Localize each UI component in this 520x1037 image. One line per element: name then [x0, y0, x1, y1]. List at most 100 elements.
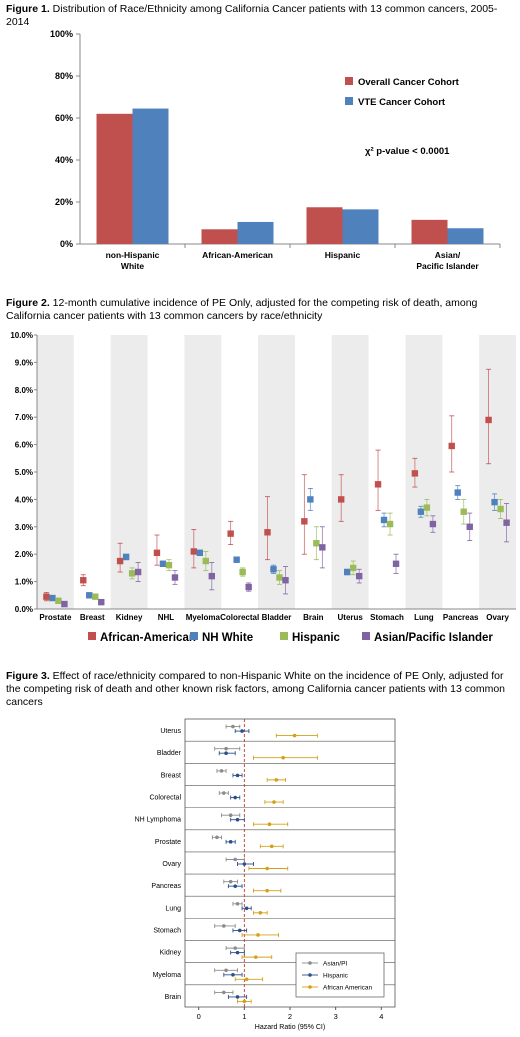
- bar-overall-cancer-cohort-asian-pacific-islander: [411, 219, 448, 244]
- point-african-american-brain: [301, 518, 308, 525]
- legend-swatch-hispanic: [280, 632, 288, 640]
- point-hispanic-prostate: [228, 840, 233, 844]
- y-tick-label: 1.0%: [15, 578, 33, 587]
- row-label-pancreas: Pancreas: [151, 883, 181, 890]
- x-tick-label: Prostate: [39, 613, 72, 622]
- y-tick-label: 100%: [50, 29, 73, 39]
- legend-marker-african-american: [308, 985, 312, 989]
- legend-label-hispanic: Hispanic: [323, 973, 349, 980]
- point-asian-pacific-islander-nhl: [171, 574, 179, 581]
- point-asian-pacific-islander-bladder: [282, 577, 289, 584]
- point-asian-pi-lung: [235, 902, 240, 906]
- point-asian-pacific-islander-ovary: [503, 519, 510, 526]
- x-tick-label: Breast: [80, 613, 105, 622]
- bar-vte-cancer-cohort-hispanic: [342, 209, 379, 244]
- band-kidney: [110, 335, 148, 609]
- y-tick-label: 8.0%: [15, 386, 33, 395]
- point-hispanic-uterus: [240, 729, 244, 733]
- point-african-american-pancreas: [265, 888, 269, 893]
- point-hispanic-stomach: [386, 520, 394, 528]
- x-tick-label: Pancreas: [443, 613, 479, 622]
- point-hispanic-brain: [235, 995, 240, 999]
- x-tick-label: 3: [334, 1012, 338, 1021]
- point-asian-pacific-islander-breast: [98, 598, 105, 606]
- point-hispanic-lung: [423, 504, 431, 511]
- figure3-forest-plot: Uterus Bladder Breast Colorectal NH Lymphoma…: [135, 718, 396, 1031]
- legend-swatch-vte-cancer-cohort: [345, 97, 353, 105]
- row-label-kidney: Kidney: [160, 950, 182, 957]
- band-ovary: [479, 335, 516, 609]
- point-nh-white-bladder: [270, 566, 277, 573]
- point-asian-pi-brain: [222, 990, 226, 995]
- y-tick-label: 10.0%: [10, 331, 33, 340]
- point-asian-pacific-islander-brain: [319, 544, 326, 551]
- point-african-american-myeloma: [244, 977, 249, 982]
- bar-vte-cancer-cohort-non-hispanic-white: [132, 108, 169, 244]
- point-nh-white-uterus: [343, 568, 351, 576]
- x-tick-label: Kidney: [116, 613, 143, 622]
- bar-overall-cancer-cohort-non-hispanic-white: [96, 113, 133, 244]
- row-label-stomach: Stomach: [153, 927, 181, 934]
- x-tick-label: Brain: [303, 613, 324, 622]
- point-hispanic-lung: [244, 906, 249, 911]
- point-african-american-prostate: [269, 844, 274, 849]
- band-prostate: [37, 335, 74, 609]
- legend-label-african-american: African American: [323, 985, 373, 992]
- bar-vte-cancer-cohort-asian-pacific-islander: [447, 228, 484, 244]
- figure3-label: Figure 3.: [6, 670, 50, 682]
- x-tick-label: Lung: [414, 613, 434, 622]
- y-tick-label: 6.0%: [15, 441, 33, 450]
- point-asian-pacific-islander-myeloma: [208, 572, 216, 580]
- point-nh-white-kidney: [122, 553, 130, 561]
- row-label-ovary: Ovary: [162, 861, 181, 868]
- point-hispanic-nh-lymphoma: [235, 817, 240, 822]
- point-nh-white-stomach: [380, 516, 388, 524]
- point-african-american-ovary: [485, 416, 492, 424]
- x-tick-label: Colorectal: [220, 613, 259, 622]
- y-tick-label: 3.0%: [15, 523, 33, 532]
- point-african-american-nh-lymphoma: [267, 822, 272, 826]
- point-hispanic-ovary: [497, 505, 504, 513]
- legend-label-nh-white: NH White: [202, 632, 253, 644]
- y-tick-label: 80%: [55, 71, 73, 81]
- point-hispanic-kidney: [128, 570, 136, 577]
- row-label-colorectal: Colorectal: [149, 795, 181, 802]
- x-tick-label: Ovary: [486, 613, 509, 622]
- point-hispanic-myeloma: [231, 972, 235, 977]
- point-asian-pi-bladder: [224, 746, 228, 751]
- point-asian-pi-colorectal: [222, 791, 226, 795]
- point-hispanic-prostate: [55, 597, 62, 604]
- x-tick-label: Asian/: [435, 250, 461, 260]
- point-asian-pacific-islander-lung: [429, 520, 437, 528]
- point-african-american-kidney: [116, 557, 124, 565]
- x-tick-label: 1: [242, 1012, 246, 1021]
- x-tick-label: White: [121, 261, 144, 271]
- point-hispanic-bladder: [224, 751, 228, 756]
- row-label-lung: Lung: [165, 905, 181, 912]
- x-tick-label: NHL: [158, 613, 175, 622]
- point-nh-white-prostate: [49, 594, 56, 602]
- point-asian-pi-myeloma: [224, 968, 228, 973]
- row-label-bladder: Bladder: [157, 750, 182, 757]
- point-african-american-uterus: [337, 496, 345, 503]
- point-hispanic-colorectal: [233, 795, 238, 800]
- point-asian-pacific-islander-colorectal: [245, 583, 252, 591]
- legend-label-asian-pacific-islander: Asian/Pacific Islander: [374, 632, 493, 644]
- point-asian-pi-kidney: [233, 946, 238, 950]
- row-label-brain: Brain: [165, 994, 181, 1001]
- point-asian-pacific-islander-kidney: [134, 568, 142, 576]
- point-asian-pi-nh-lymphoma: [228, 813, 233, 817]
- point-hispanic-breast: [92, 593, 99, 600]
- point-nh-white-myeloma: [196, 549, 204, 557]
- point-african-american-breast: [274, 778, 279, 782]
- point-nh-white-pancreas: [454, 489, 461, 496]
- legend-label-overall-cancer-cohort: Overall Cancer Cohort: [358, 77, 460, 88]
- x-tick-label: Stomach: [370, 613, 404, 622]
- y-tick-label: 40%: [55, 155, 73, 165]
- row-label-breast: Breast: [161, 772, 181, 779]
- point-hispanic-brain: [313, 540, 320, 547]
- legend-label-asian-pi: Asian/PI: [323, 961, 347, 968]
- x-tick-label: Uterus: [338, 613, 364, 622]
- point-african-american-prostate: [43, 593, 50, 600]
- legend-swatch-asian-pacific-islander: [362, 632, 370, 640]
